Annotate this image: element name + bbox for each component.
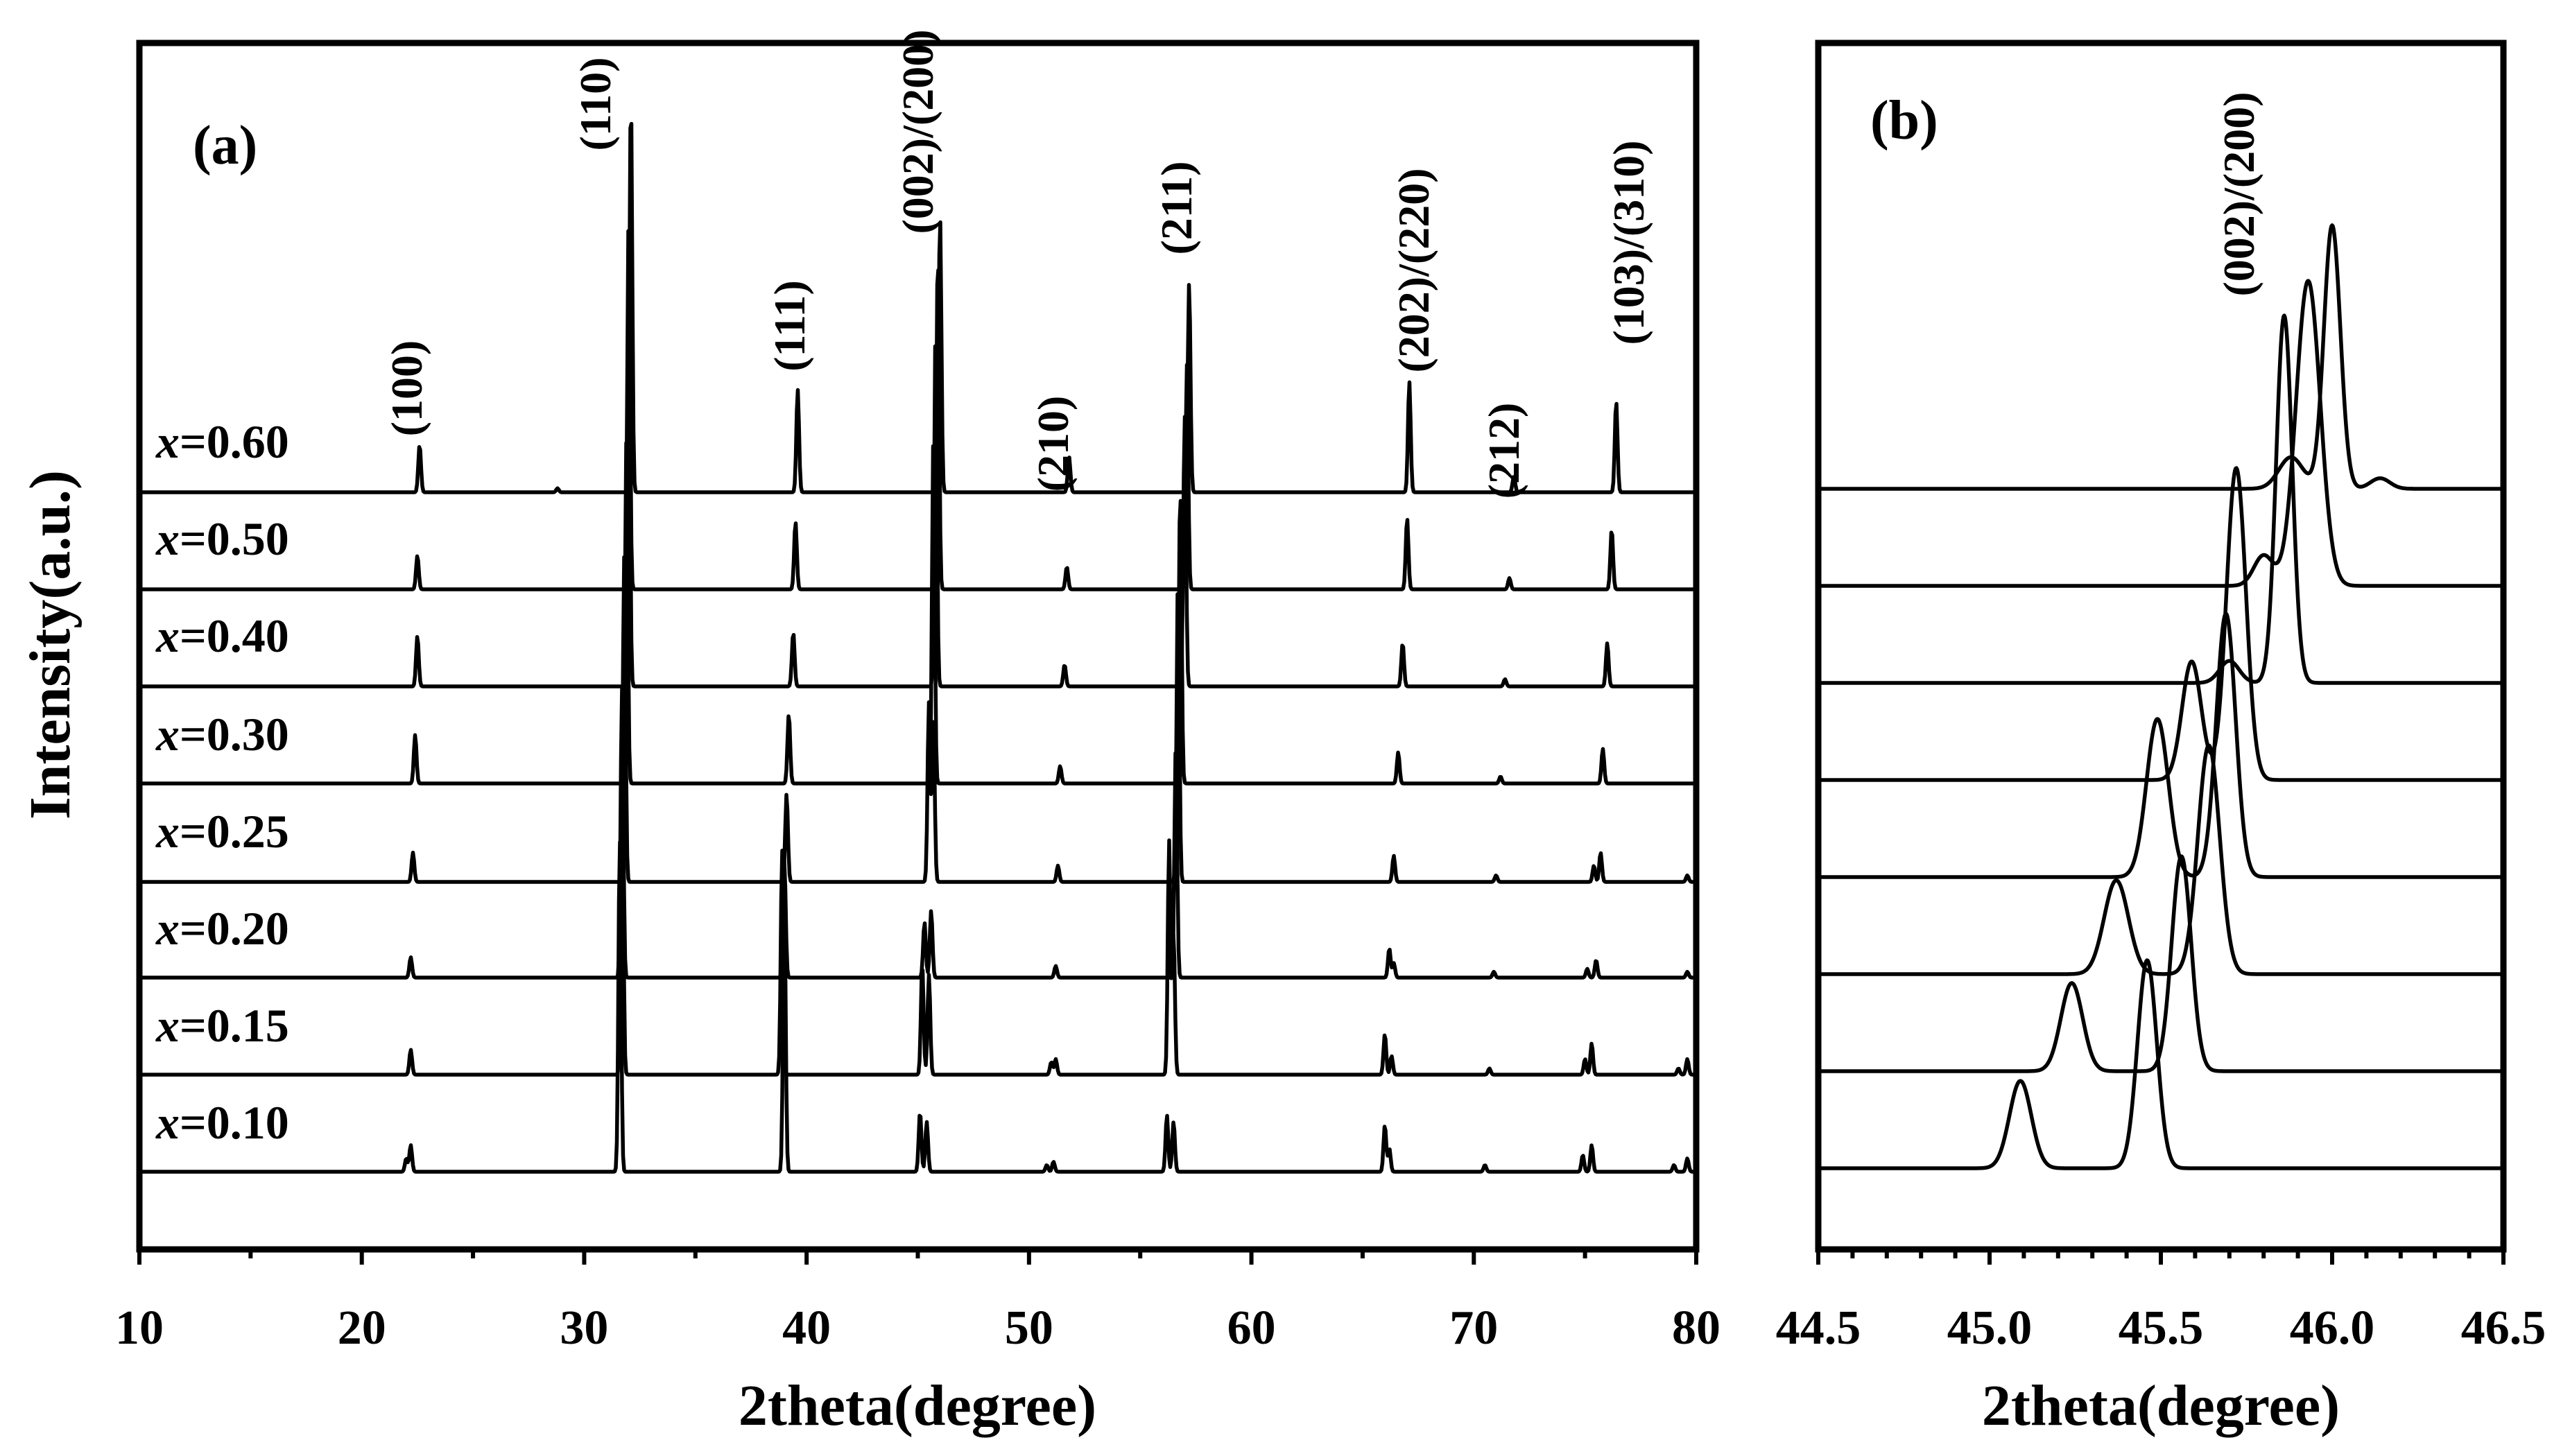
panel-a-peak-labels: (100) (110) (111) (002)/(200) (210) (211) (202… <box>382 29 1653 499</box>
y-axis-label: Intensity(a.u.) <box>18 470 83 820</box>
panel-b-x-tick-label: 46.5 <box>2461 1301 2546 1355</box>
panel-a-peak-label: (002)/(200) <box>893 29 942 234</box>
panel-b-x-ticks: 44.5 45.0 45.5 46.0 46.5 <box>1776 1249 2546 1355</box>
panel-a-peak-label: (210) <box>1028 396 1078 492</box>
panel-a-x-tick-label: 20 <box>338 1301 386 1355</box>
panel-a-series-line-x=0.60 <box>137 121 1698 494</box>
panel-b-traces <box>1816 223 2506 1170</box>
panel-b-series-line-x=0.10 <box>1816 958 2506 1170</box>
panel-a-peak-label: (110) <box>571 57 620 150</box>
panel-a-series-labels: x=0.60 x=0.50 x=0.40 x=0.30 x=0.25 x=0.20 x=0.… <box>155 415 289 1149</box>
panel-b-x-axis-label: 2theta(degree) <box>1982 1373 2340 1438</box>
panel-a-x-tick-label: 40 <box>782 1301 831 1355</box>
panel-b-peak-label: (002)/(200) <box>2214 92 2263 296</box>
panel-a-peak-label: (202)/(220) <box>1389 168 1438 372</box>
panel-a-series-label: x=0.15 <box>155 999 289 1052</box>
panel-a-series-label: x=0.25 <box>155 805 289 858</box>
panel-b-x-tick-label: 46.0 <box>2290 1301 2375 1355</box>
panel-a-peak-label: (211) <box>1152 161 1201 254</box>
panel-a-series-line-x=0.15 <box>137 761 1698 1077</box>
panel-a-series-line-x=0.10 <box>137 840 1698 1174</box>
panel-a-x-axis-label: 2theta(degree) <box>739 1373 1096 1438</box>
panel-a-x-tick-label: 70 <box>1449 1301 1498 1355</box>
panel-b-series-line-x=0.60 <box>1816 223 2506 491</box>
panel-b-x-tick-label: 44.5 <box>1776 1301 1861 1355</box>
panel-a-series-line-x=0.20 <box>137 684 1698 980</box>
panel-a-series-line-x=0.30 <box>137 441 1698 786</box>
panel-a-series-label: x=0.50 <box>155 512 289 565</box>
panel-b-peak-labels: (002)/(200) <box>2214 92 2263 296</box>
panel-a-x-tick-label: 30 <box>560 1301 608 1355</box>
panel-b-series-line-x=0.40 <box>1816 313 2506 685</box>
panel-a-peak-label: (111) <box>765 280 814 372</box>
panel-a-x-tick-label: 10 <box>115 1301 164 1355</box>
panel-a-peak-label: (100) <box>382 340 431 437</box>
panel-a-traces <box>137 121 1698 1174</box>
panel-a-series-label: x=0.20 <box>155 902 289 955</box>
panel-b-x-tick-label: 45.0 <box>1947 1301 2033 1355</box>
panel-b-x-tick-label: 45.5 <box>2119 1301 2204 1355</box>
panel-a-series-label: x=0.40 <box>155 609 289 662</box>
panel-a-peak-label: (212) <box>1479 403 1528 499</box>
panel-a-label: (a) <box>193 115 257 176</box>
panel-a-series-label: x=0.10 <box>155 1096 289 1149</box>
panel-b-series-line-x=0.50 <box>1816 279 2506 588</box>
panel-a-series-line-x=0.50 <box>137 229 1698 591</box>
panel-a-x-tick-label: 80 <box>1672 1301 1720 1355</box>
panel-a-x-tick-label: 60 <box>1227 1301 1276 1355</box>
panel-a-series-line-x=0.25 <box>137 555 1698 884</box>
panel-a: 10 20 30 40 50 60 70 80 (100) (110) (111) (002)/(2… <box>115 29 1720 1438</box>
panel-b-series-line-x=0.25 <box>1816 612 2506 879</box>
panel-b-series-line-x=0.30 <box>1816 466 2506 782</box>
panel-b: 44.5 45.0 45.5 46.0 46.5 (002)/(200) (b) 2th… <box>1776 40 2546 1438</box>
panel-b-series-line-x=0.20 <box>1816 743 2506 976</box>
panel-a-series-label: x=0.30 <box>155 708 289 761</box>
panel-b-series-line-x=0.15 <box>1816 854 2506 1073</box>
panel-b-frame <box>1815 40 2507 1253</box>
panel-a-x-tick-label: 50 <box>1005 1301 1053 1355</box>
panel-b-label: (b) <box>1870 90 1938 151</box>
panel-a-series-label: x=0.60 <box>155 415 289 468</box>
panel-a-peak-label: (103)/(310) <box>1604 140 1653 345</box>
panel-a-series-line-x=0.40 <box>137 339 1698 688</box>
panel-a-x-ticks: 10 20 30 40 50 60 70 80 <box>115 1249 1720 1355</box>
